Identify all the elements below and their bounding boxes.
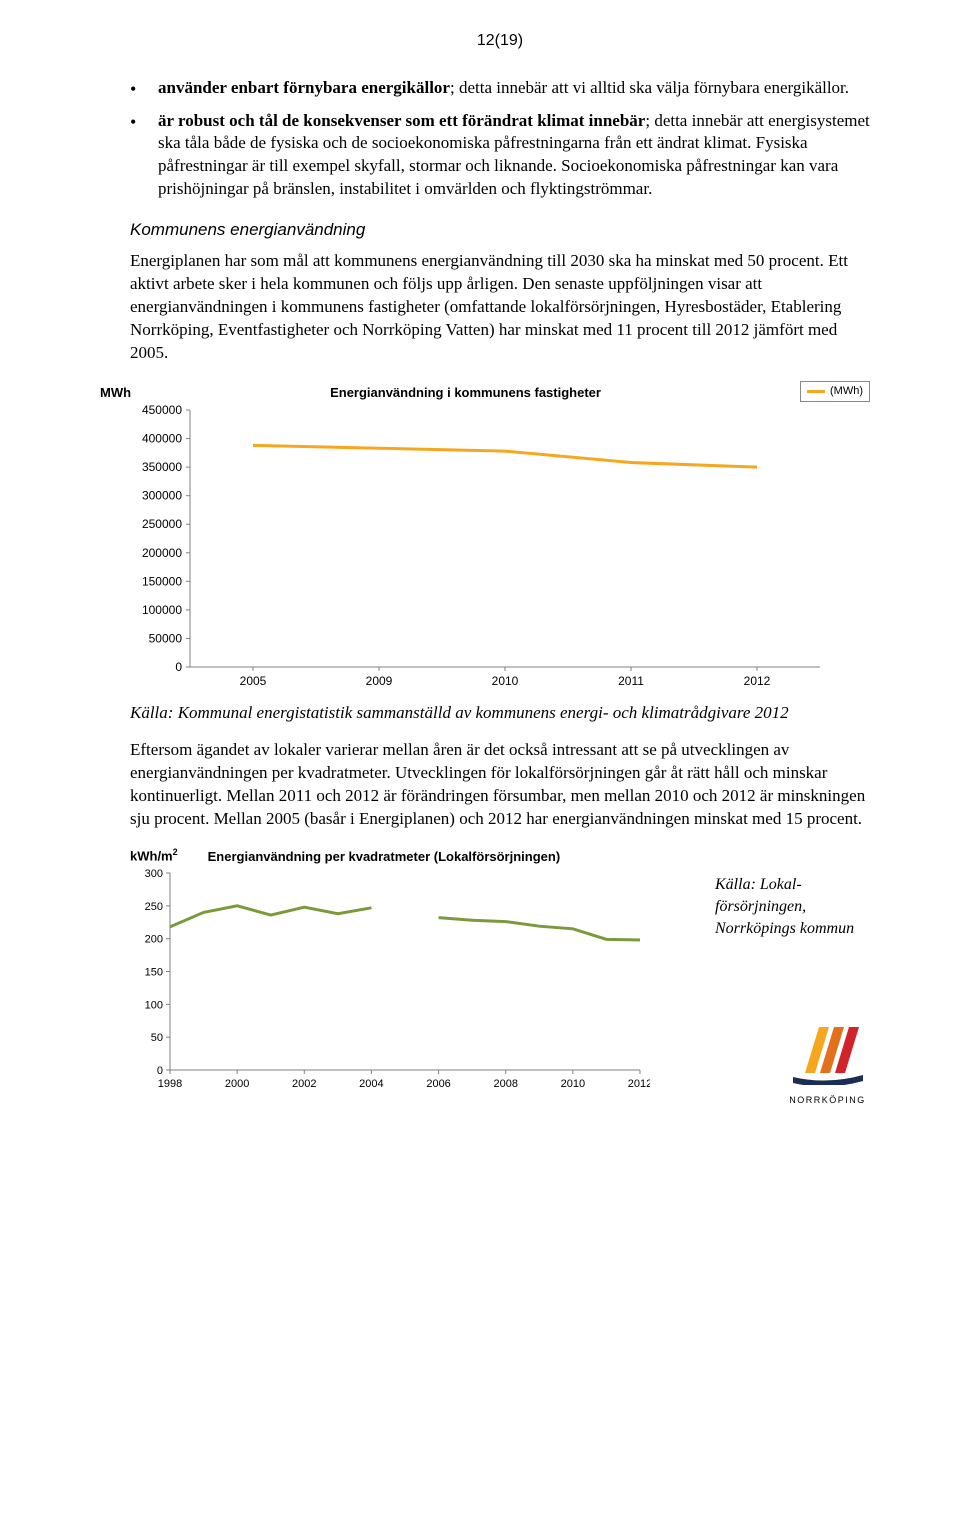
svg-text:2009: 2009 [366,674,393,688]
unit-superscript: 2 [173,847,178,857]
svg-text:250: 250 [145,901,163,913]
chart-legend: (MWh) [800,381,870,402]
svg-text:300000: 300000 [142,488,182,502]
chart-source-side-caption: Källa: Lokal-försörjningen, Norrköpings … [715,874,870,939]
chart-energy-usage: MWh Energianvändning i kommunens fastigh… [130,381,870,692]
unit-text: kWh/m [130,849,173,864]
svg-text:2010: 2010 [561,1078,585,1090]
bullet-list: använder enbart förnybara energikällor; … [130,77,870,202]
svg-text:50: 50 [151,1032,163,1044]
bullet-item: använder enbart förnybara energikällor; … [130,77,870,100]
svg-text:2005: 2005 [240,674,267,688]
svg-text:2002: 2002 [292,1078,316,1090]
bullet-item: är robust och tål de konsekvenser som et… [130,110,870,202]
svg-text:2004: 2004 [359,1078,383,1090]
bullet-lead: är robust och tål de konsekvenser som et… [158,111,645,130]
norrkoping-logo: NORRKÖPING [785,1025,870,1105]
svg-text:100000: 100000 [142,603,182,617]
body-paragraph: Energiplanen har som mål att kommunens e… [130,250,870,365]
svg-text:2000: 2000 [225,1078,249,1090]
svg-text:400000: 400000 [142,431,182,445]
svg-text:0: 0 [157,1065,163,1077]
body-paragraph: Eftersom ägandet av lokaler varierar mel… [130,739,870,831]
svg-text:2006: 2006 [426,1078,450,1090]
bullet-rest: ; detta innebär att vi alltid ska välja … [450,78,849,97]
svg-text:0: 0 [175,660,182,674]
svg-text:150000: 150000 [142,574,182,588]
svg-text:50000: 50000 [149,631,183,645]
svg-text:2008: 2008 [493,1078,517,1090]
chart-title: Energianvändning i kommunens fastigheter [131,384,800,402]
svg-text:250000: 250000 [142,517,182,531]
svg-text:2012: 2012 [628,1078,650,1090]
svg-text:2010: 2010 [492,674,519,688]
svg-text:200000: 200000 [142,546,182,560]
chart-energy-per-m2: kWh/m2 Energianvändning per kvadratmeter… [130,846,870,1095]
logo-text: NORRKÖPING [785,1094,870,1106]
svg-text:100: 100 [145,1000,163,1012]
svg-text:2012: 2012 [744,674,771,688]
chart-plot: 0 50000 100000 150000 200000 250000 300000 3500… [130,402,830,692]
svg-text:200: 200 [145,934,163,946]
legend-label: (MWh) [830,384,863,399]
chart-y-axis-unit: kWh/m2 [130,846,178,865]
bullet-lead: använder enbart förnybara energikällor [158,78,450,97]
chart-plot: 0 50 100 150 200 250 300 1998 2000 2002 2004 2006 20… [130,865,650,1095]
svg-text:2011: 2011 [618,674,644,688]
chart-source-caption: Källa: Kommunal energistatistik sammanst… [130,702,870,725]
chart-title: Energianvändning per kvadratmeter (Lokal… [208,848,561,866]
svg-text:350000: 350000 [142,460,182,474]
section-subhead: Kommunens energianvändning [130,219,870,242]
svg-text:1998: 1998 [158,1078,182,1090]
legend-swatch [807,390,825,393]
chart-y-axis-unit: MWh [100,384,131,402]
svg-text:450000: 450000 [142,403,182,417]
page-number: 12(19) [130,30,870,52]
svg-text:300: 300 [145,868,163,880]
svg-text:150: 150 [145,967,163,979]
logo-icon [785,1025,870,1085]
